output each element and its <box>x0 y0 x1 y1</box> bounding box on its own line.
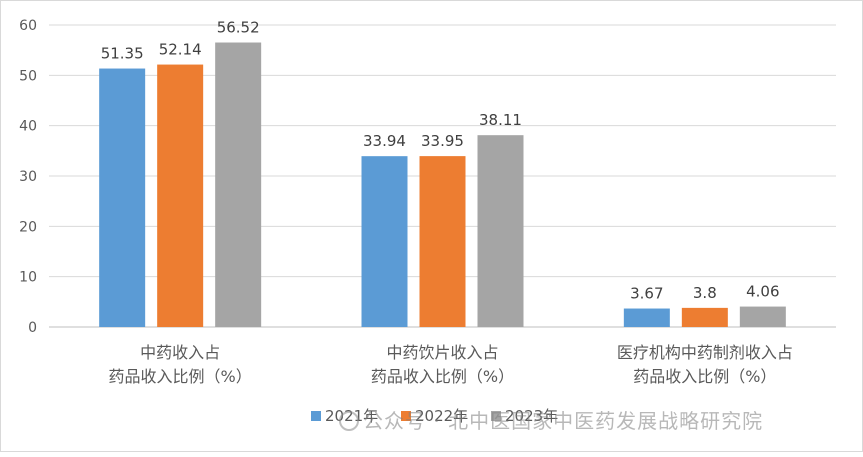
x-category-label: 药品收入比例（%） <box>633 367 776 386</box>
legend-entry: 2022年 <box>415 407 468 425</box>
y-tick-label: 20 <box>19 219 37 235</box>
data-label: 33.95 <box>421 132 464 150</box>
bar-2021-1 <box>361 156 408 327</box>
x-category-label: 中药收入占 <box>140 343 220 362</box>
data-label: 38.11 <box>479 111 522 129</box>
data-label: 51.35 <box>101 45 144 63</box>
data-label: 3.8 <box>693 284 717 302</box>
x-category-label: 药品收入比例（%） <box>109 367 252 386</box>
watermark: 公众号 · 北中医国家中医药发展战略研究院 <box>339 405 763 434</box>
y-tick-label: 60 <box>19 18 37 34</box>
y-tick-label: 10 <box>19 270 37 286</box>
data-label: 3.67 <box>630 285 663 303</box>
watermark-text: 公众号 · 北中医国家中医药发展战略研究院 <box>363 409 764 433</box>
bar-2023-1 <box>477 135 524 327</box>
data-label: 56.52 <box>217 19 260 37</box>
legend-swatch <box>491 411 501 421</box>
data-label: 4.06 <box>746 283 779 301</box>
bar-2022-0 <box>157 64 204 327</box>
bar-2023-2 <box>739 306 786 327</box>
bar-2021-0 <box>99 68 146 327</box>
bar-2023-0 <box>215 42 262 328</box>
data-label: 52.14 <box>159 41 202 59</box>
bar-2022-2 <box>681 307 728 327</box>
y-tick-label: 0 <box>28 320 37 336</box>
wechat-icon <box>339 411 359 431</box>
x-category-label: 医疗机构中药制剂收入占 <box>617 343 793 362</box>
y-tick-label: 40 <box>19 119 37 135</box>
x-category-label: 药品收入比例（%） <box>371 367 514 386</box>
y-tick-label: 30 <box>19 169 37 185</box>
legend-swatch <box>311 411 321 421</box>
data-label: 33.94 <box>363 132 406 150</box>
legend-swatch <box>401 411 411 421</box>
bar-2021-2 <box>623 308 670 327</box>
x-category-label: 中药饮片收入占 <box>386 343 498 362</box>
bar-2022-1 <box>419 156 466 327</box>
legend-entry: 2023年 <box>505 407 558 425</box>
y-tick-label: 50 <box>19 68 37 84</box>
